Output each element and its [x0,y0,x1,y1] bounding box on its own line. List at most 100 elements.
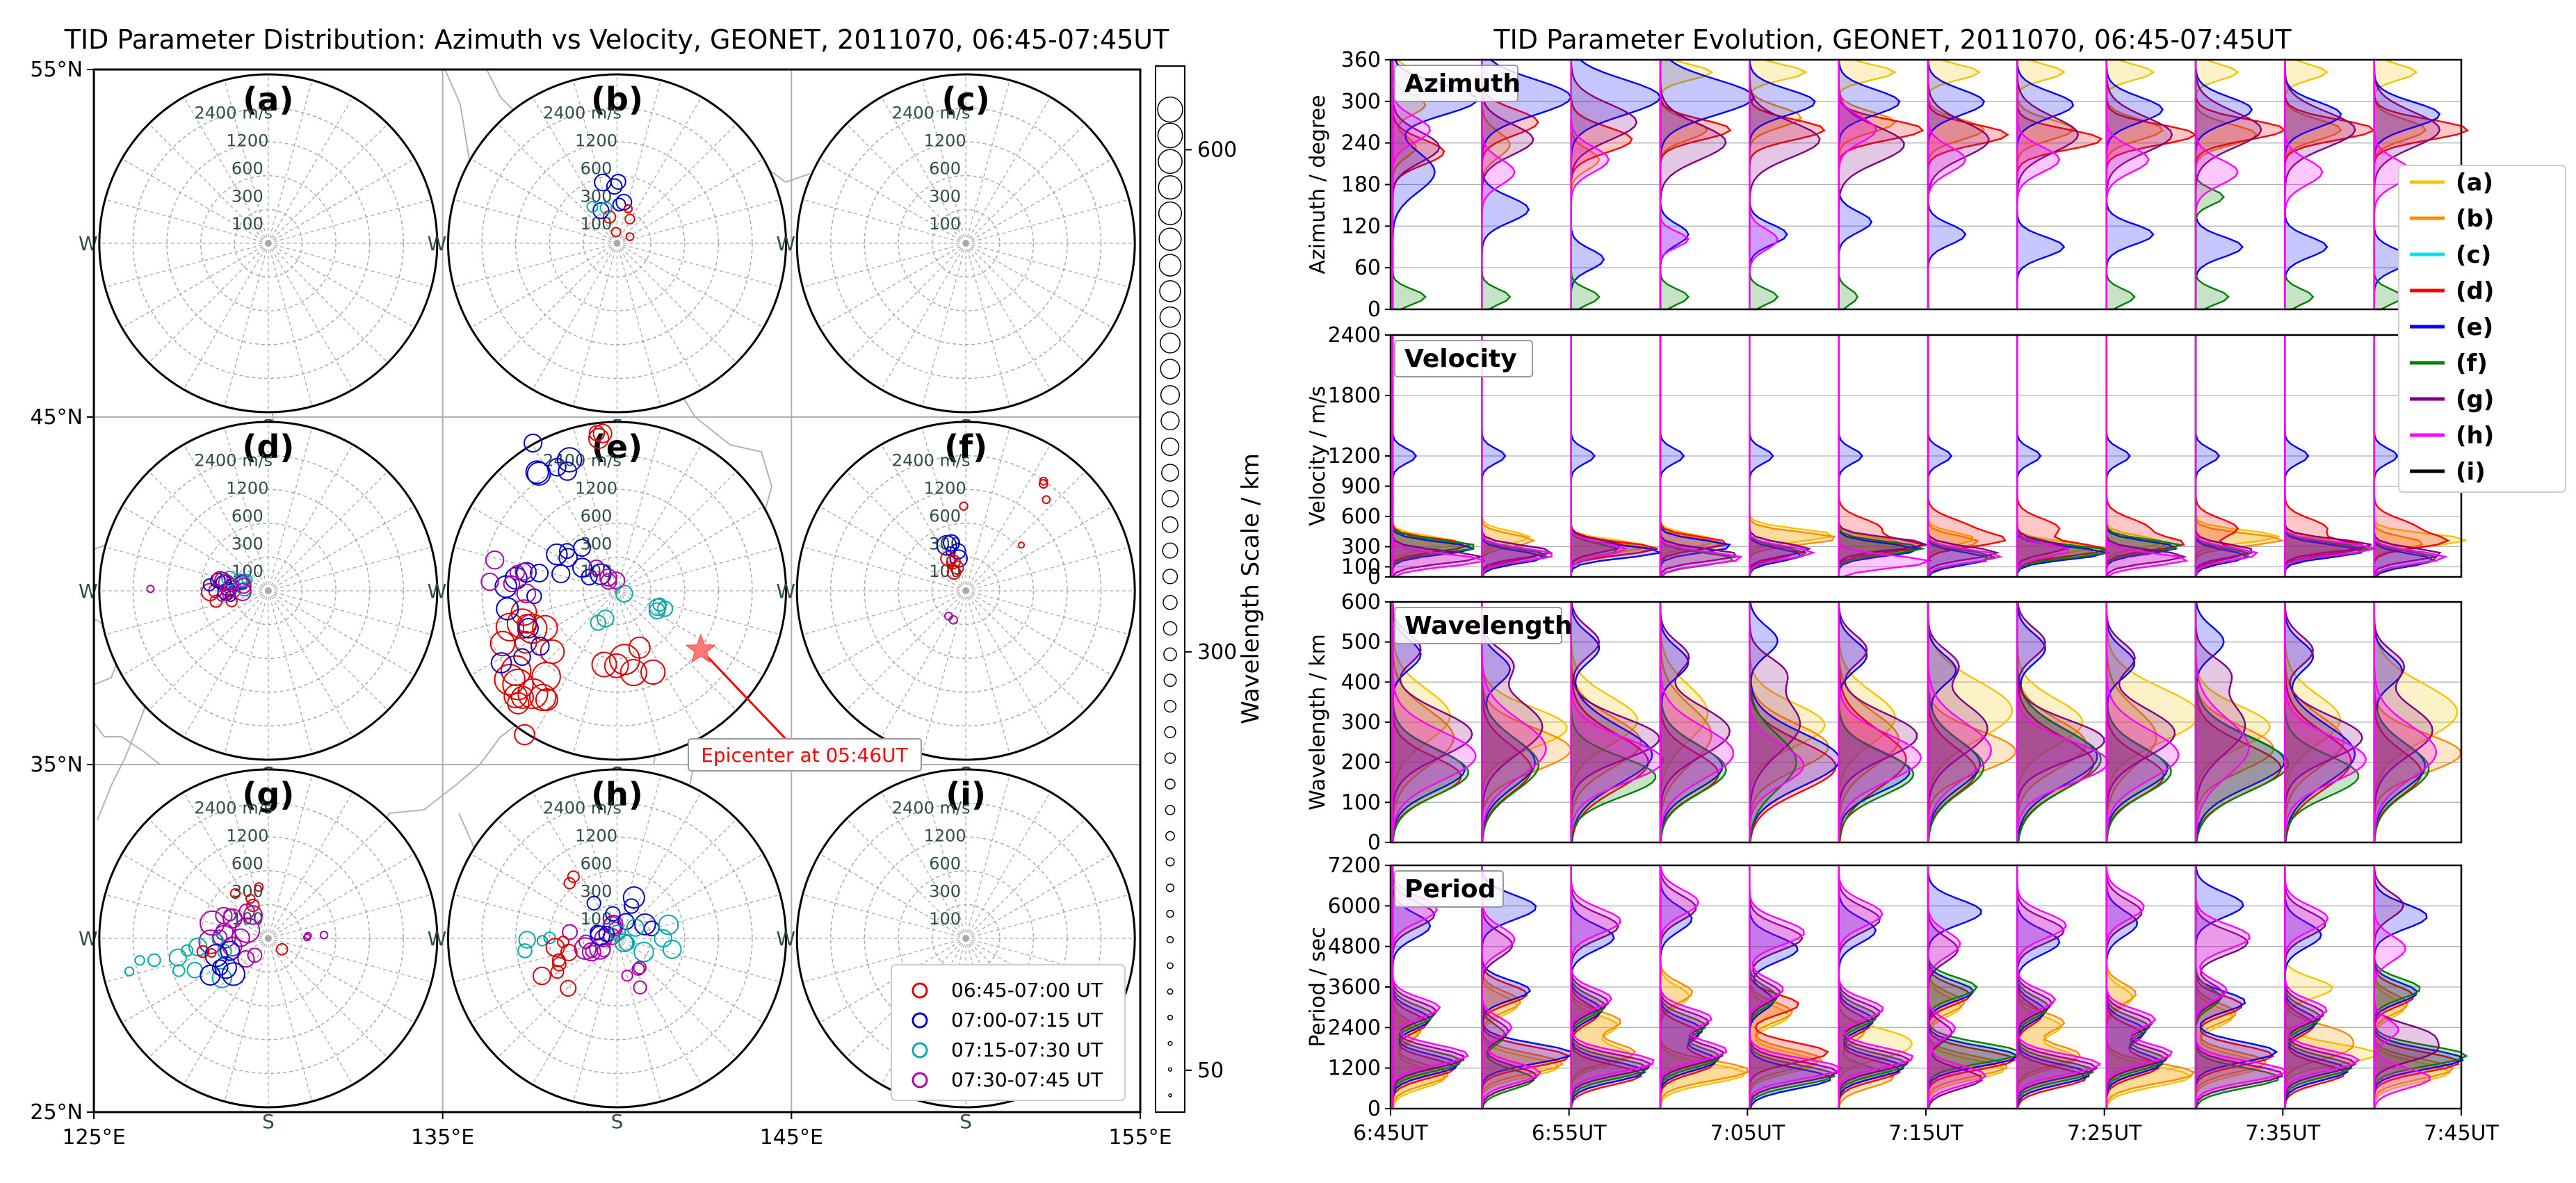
scale-circle [1162,569,1178,585]
scale-circle [1165,831,1175,841]
polar-spoke [268,80,313,244]
ring-label: 600 [232,854,264,873]
polar-spoke [497,123,617,244]
evolution-legend-label-e: (e) [2456,313,2493,341]
west-label: W [79,927,98,950]
wave-marker [648,602,666,620]
scale-circle [1160,411,1180,431]
polar-spoke [802,243,966,288]
evolution-y-tick-label: 0 [1368,831,1381,855]
evolution-y-tick-label: 300 [1341,90,1381,114]
density-curve-h [2016,334,2070,578]
wave-marker [222,908,243,929]
ring-label: 600 [929,158,961,178]
evolution-y-tick-label: 600 [1341,590,1381,614]
ring-label: 1200 [575,826,617,846]
polar-spoke [268,158,415,244]
scale-circle [1162,516,1178,533]
scale-circle [1162,542,1178,559]
density-curve-h [1927,60,1967,309]
polar-spoke [881,97,966,244]
density-curve-h [2105,601,2180,844]
polar-spoke [617,243,781,288]
density-curve-h [1570,601,1664,844]
density-curve-h [1570,334,1628,578]
wave-marker [513,648,531,667]
wave-marker [623,204,633,213]
polar-spoke [104,590,269,635]
evolution-x-tick-label: 7:45UT [2424,1121,2499,1145]
evolution-legend-label-i: (i) [2456,458,2486,486]
polar-outline [98,73,439,414]
polar-spoke [183,590,269,737]
polar-spoke [572,938,618,1102]
polar-spoke [617,243,737,364]
polar-spoke [453,243,617,288]
wave-marker [573,539,592,557]
polar-spoke [470,243,617,329]
scale-circle [1158,227,1182,251]
wave-marker [211,968,232,988]
polar-spoke [881,243,966,390]
polar-spoke [965,199,1130,244]
density-curve-e [1749,601,1840,844]
wave-marker [558,548,578,568]
scale-circle [1160,359,1181,380]
polar-ring [200,870,337,1006]
polar-spoke [881,792,966,939]
y-tick-label: 25°N [30,1100,83,1125]
polar-spoke [965,590,1130,635]
scale-circle [1163,674,1177,687]
polar-spoke [224,427,269,592]
wave-marker [535,688,558,711]
wave-marker [551,564,571,584]
polar-ring [898,175,1035,311]
epicenter-annotation: Epicenter at 05:46UT [685,633,922,772]
wave-marker [594,173,612,192]
ring-label: 600 [929,506,961,525]
polar-spoke [148,471,269,592]
polar-spoke [617,590,737,711]
evolution-x-axis: 6:45UT 6:55UT 7:05UT 7:15UT 7:25UT 7:35UT 7:45… [1353,1109,2499,1145]
ring-label: 2400 m/s [892,451,971,471]
evolution-x-tick-label: 7:25UT [2067,1121,2142,1145]
wave-marker [605,906,621,922]
scale-circle [1166,936,1174,944]
wave-marker [515,562,533,581]
polar-ring [132,107,404,380]
polar-spoke [845,590,966,711]
scale-bar-ticks: 600 300 50 [1185,138,1237,1083]
west-label: W [776,927,795,950]
polar-spoke [617,853,764,939]
density-curve-h [2016,864,2102,1110]
x-tick-label: 145°E [760,1125,823,1150]
polar-spoke [616,80,662,244]
density-curve-h [1659,602,1735,844]
wave-marker [633,941,654,963]
polar-outline [447,421,787,761]
polar-spoke [965,505,1112,592]
evolution-title: TID Parameter Evolution, GEONET, 2011070… [1493,24,2292,55]
polar-outline [447,73,787,414]
polar-spoke [965,471,1086,592]
polar-spoke [268,199,432,244]
wave-marker [607,571,626,590]
wave-marker [606,178,623,195]
density-curve-h [2373,864,2431,1110]
panel-label: (a) [243,81,293,118]
wave-marker [220,940,241,961]
polar-spoke [617,158,764,244]
wave-marker [550,965,565,979]
wave-marker [648,598,667,617]
evolution-legend-label-c: (c) [2456,241,2491,269]
density-curve-h [2105,334,2189,578]
south-label: S [959,1110,972,1133]
wave-marker [530,564,549,582]
polar-spoke [802,938,966,983]
density-curve-h [1838,58,1877,311]
polar-spoke [268,792,353,939]
